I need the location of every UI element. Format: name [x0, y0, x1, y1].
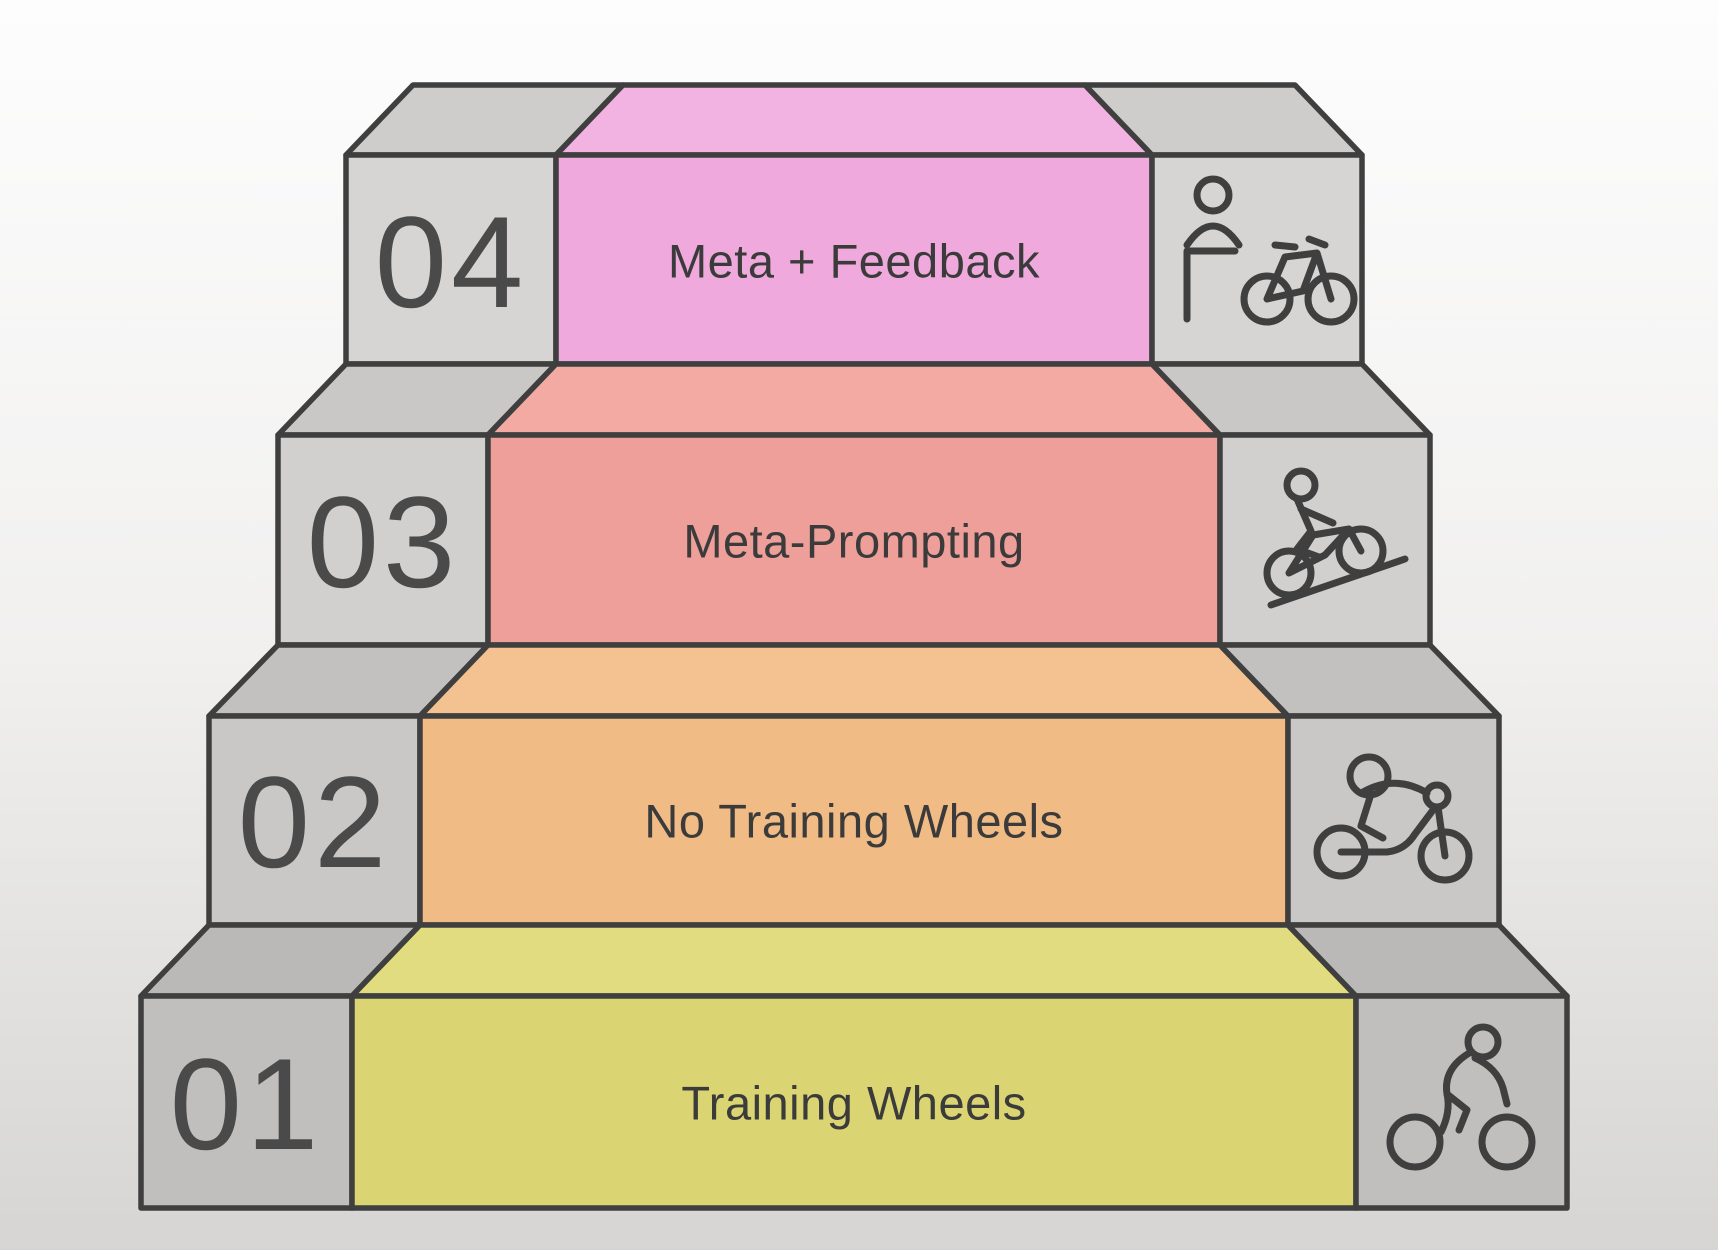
step-03: 03 Meta-Prompting — [275, 361, 1433, 648]
cyclist-balancing-bike-icon — [1313, 753, 1473, 884]
step-03-left-cap-front — [275, 432, 491, 648]
step-04-left-cap-front — [343, 152, 559, 367]
step-02-band-top-face — [417, 642, 1291, 719]
step-01-band-top-face — [349, 922, 1359, 999]
step-03-right-cap-front — [1217, 432, 1433, 648]
person-standing-with-bicycle-icon — [1183, 175, 1358, 326]
step-04-label: Meta + Feedback — [668, 235, 1040, 288]
step-02-right-cap-front — [1285, 713, 1502, 928]
step-01-band-front — [349, 993, 1359, 1211]
cyclist-riding-bike-icon — [1386, 1023, 1536, 1171]
step-04: 04 Meta + Feedback — [343, 82, 1365, 367]
step-04-band-top-face — [553, 82, 1155, 158]
step-03-number: 03 — [307, 469, 460, 615]
cyclist-riding-downhill-icon — [1263, 467, 1409, 609]
step-01-number: 01 — [170, 1031, 323, 1177]
step-02-number: 02 — [238, 749, 391, 895]
step-02-label: No Training Wheels — [644, 795, 1063, 848]
step-02: 02 No Training Wheels — [206, 642, 1502, 928]
step-01: 01 Training Wheels — [138, 922, 1570, 1211]
step-03-band-top-face — [485, 361, 1223, 438]
step-02-band-front — [417, 713, 1291, 928]
step-03-label: Meta-Prompting — [683, 515, 1024, 568]
step-04-number: 04 — [375, 189, 528, 335]
step-01-label: Training Wheels — [681, 1077, 1026, 1130]
step-01-left-cap-front — [138, 993, 355, 1211]
step-01-right-cap-front — [1353, 993, 1570, 1211]
